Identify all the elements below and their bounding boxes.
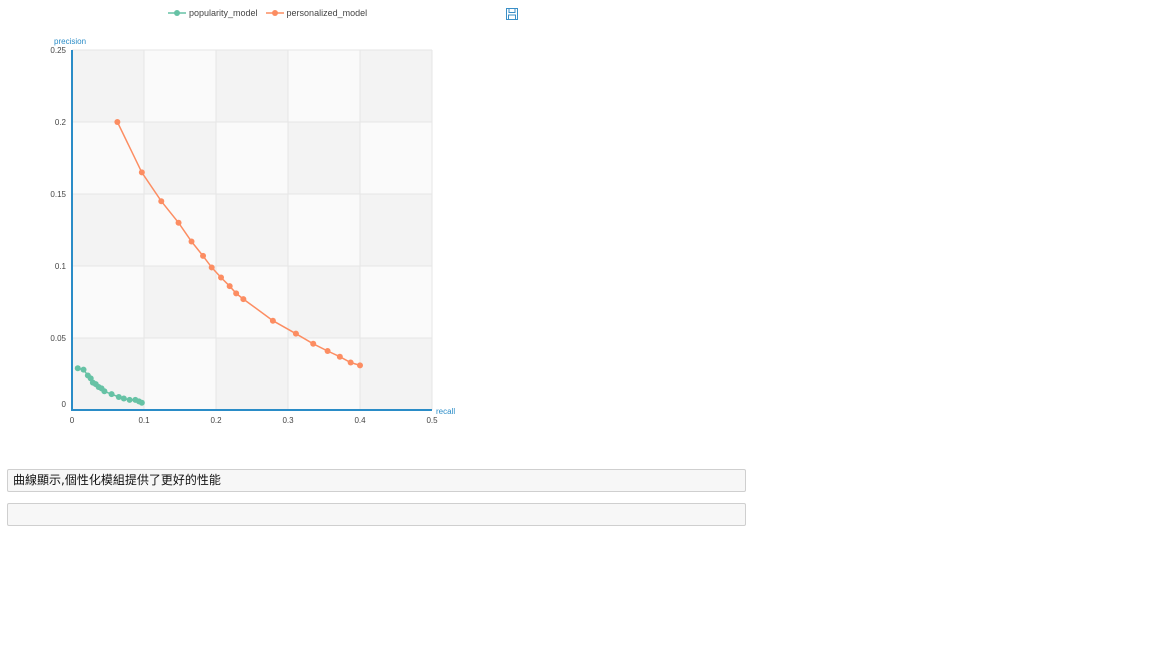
axes bbox=[71, 50, 432, 411]
grid-cell bbox=[144, 122, 216, 194]
data-point-0[interactable] bbox=[89, 379, 96, 386]
series-group bbox=[74, 119, 363, 406]
grid-cell bbox=[144, 50, 216, 122]
empty-output-box bbox=[7, 503, 746, 526]
grid-cell bbox=[216, 266, 288, 338]
y-tick-label: 0.15 bbox=[50, 190, 66, 199]
grid-cell bbox=[216, 338, 288, 410]
grid-cell bbox=[288, 194, 360, 266]
grid-cell bbox=[288, 50, 360, 122]
grid-cell bbox=[288, 338, 360, 410]
y-tick-label: 0.2 bbox=[55, 118, 67, 127]
grid-cell bbox=[216, 194, 288, 266]
data-point-1[interactable] bbox=[114, 119, 121, 125]
data-point-1[interactable] bbox=[138, 169, 145, 176]
legend-marker-personalized bbox=[265, 10, 284, 16]
data-point-1[interactable] bbox=[292, 330, 299, 337]
grid-cell bbox=[216, 122, 288, 194]
grid-cell bbox=[72, 194, 144, 266]
legend: popularity_model personalized_model bbox=[168, 8, 367, 18]
y-tick-label: 0 bbox=[62, 400, 67, 409]
data-point-1[interactable] bbox=[336, 353, 343, 360]
data-point-0[interactable] bbox=[115, 394, 122, 401]
data-point-0[interactable] bbox=[95, 383, 102, 390]
data-point-0[interactable] bbox=[138, 399, 145, 406]
data-point-0[interactable] bbox=[120, 395, 127, 402]
data-point-1[interactable] bbox=[218, 274, 225, 281]
data-point-0[interactable] bbox=[101, 388, 108, 395]
grid-lines bbox=[71, 49, 433, 411]
data-point-0[interactable] bbox=[132, 396, 139, 403]
grid-cell bbox=[288, 122, 360, 194]
legend-marker-popularity bbox=[168, 10, 186, 16]
data-point-1[interactable] bbox=[347, 359, 354, 366]
grid-cell bbox=[360, 194, 432, 266]
data-point-0[interactable] bbox=[87, 375, 94, 382]
data-point-0[interactable] bbox=[80, 366, 87, 373]
grid-cell bbox=[360, 50, 432, 122]
data-point-1[interactable] bbox=[357, 362, 363, 369]
legend-label-popularity: popularity_model bbox=[189, 8, 258, 18]
y-tick-label: 0.05 bbox=[50, 334, 66, 343]
grid-cell bbox=[144, 194, 216, 266]
chart-area: popularity_model personalized_model 0 0.1… bbox=[0, 0, 760, 440]
grid-cell bbox=[216, 50, 288, 122]
data-point-1[interactable] bbox=[175, 219, 182, 226]
data-point-1[interactable] bbox=[188, 238, 195, 245]
data-point-1[interactable] bbox=[324, 347, 331, 354]
grid-cell bbox=[288, 266, 360, 338]
legend-item-popularity[interactable]: popularity_model bbox=[168, 8, 258, 18]
plot-svg: 0 0.1 0.2 0.3 0.4 0.5 0 0.05 0.1 0.15 0.2 0.25 prec… bbox=[50, 37, 455, 425]
data-point-1[interactable] bbox=[226, 283, 233, 290]
y-tick-label: 0.25 bbox=[50, 46, 66, 55]
x-tick-label: 0.3 bbox=[282, 416, 294, 425]
legend-label-personalized: personalized_model bbox=[286, 8, 368, 18]
x-axis-label: recall bbox=[436, 407, 455, 416]
grid-cell bbox=[72, 338, 144, 410]
data-point-1[interactable] bbox=[310, 340, 317, 347]
data-point-0[interactable] bbox=[98, 385, 105, 392]
output-text-box: 曲線顯示,個性化模組提供了更好的性能 bbox=[7, 469, 746, 492]
series-line-0 bbox=[77, 367, 143, 404]
grid-cell bbox=[144, 266, 216, 338]
grid-cell bbox=[360, 338, 432, 410]
series-line-1 bbox=[116, 121, 361, 367]
grid-cell bbox=[72, 50, 144, 122]
data-point-0[interactable] bbox=[92, 381, 99, 388]
data-point-1[interactable] bbox=[233, 290, 240, 297]
y-axis-label: precision bbox=[54, 37, 86, 46]
data-point-0[interactable] bbox=[74, 365, 81, 372]
data-point-1[interactable] bbox=[158, 198, 165, 205]
data-point-1[interactable] bbox=[208, 264, 215, 271]
x-tick-label: 0 bbox=[70, 416, 75, 425]
grid-cell bbox=[72, 122, 144, 194]
y-tick-label: 0.1 bbox=[55, 262, 67, 271]
legend-item-personalized[interactable]: personalized_model bbox=[265, 8, 368, 18]
grid-cell bbox=[360, 122, 432, 194]
x-tick-label: 0.2 bbox=[210, 416, 222, 425]
x-tick-label: 0.4 bbox=[354, 416, 366, 425]
grid-cell bbox=[144, 338, 216, 410]
data-point-0[interactable] bbox=[135, 398, 142, 405]
tick-labels: 0 0.1 0.2 0.3 0.4 0.5 0 0.05 0.1 0.15 0.2 0.25 bbox=[50, 46, 438, 425]
save-icon[interactable] bbox=[506, 8, 518, 20]
data-point-1[interactable] bbox=[240, 296, 247, 303]
x-tick-label: 0.5 bbox=[426, 416, 438, 425]
data-point-1[interactable] bbox=[269, 317, 276, 324]
plot-background bbox=[72, 50, 432, 410]
data-point-0[interactable] bbox=[108, 391, 115, 398]
data-point-0[interactable] bbox=[84, 372, 91, 379]
data-point-1[interactable] bbox=[200, 252, 207, 259]
grid-cell bbox=[360, 266, 432, 338]
data-point-0[interactable] bbox=[126, 396, 133, 403]
x-tick-label: 0.1 bbox=[138, 416, 150, 425]
grid-cell bbox=[72, 266, 144, 338]
